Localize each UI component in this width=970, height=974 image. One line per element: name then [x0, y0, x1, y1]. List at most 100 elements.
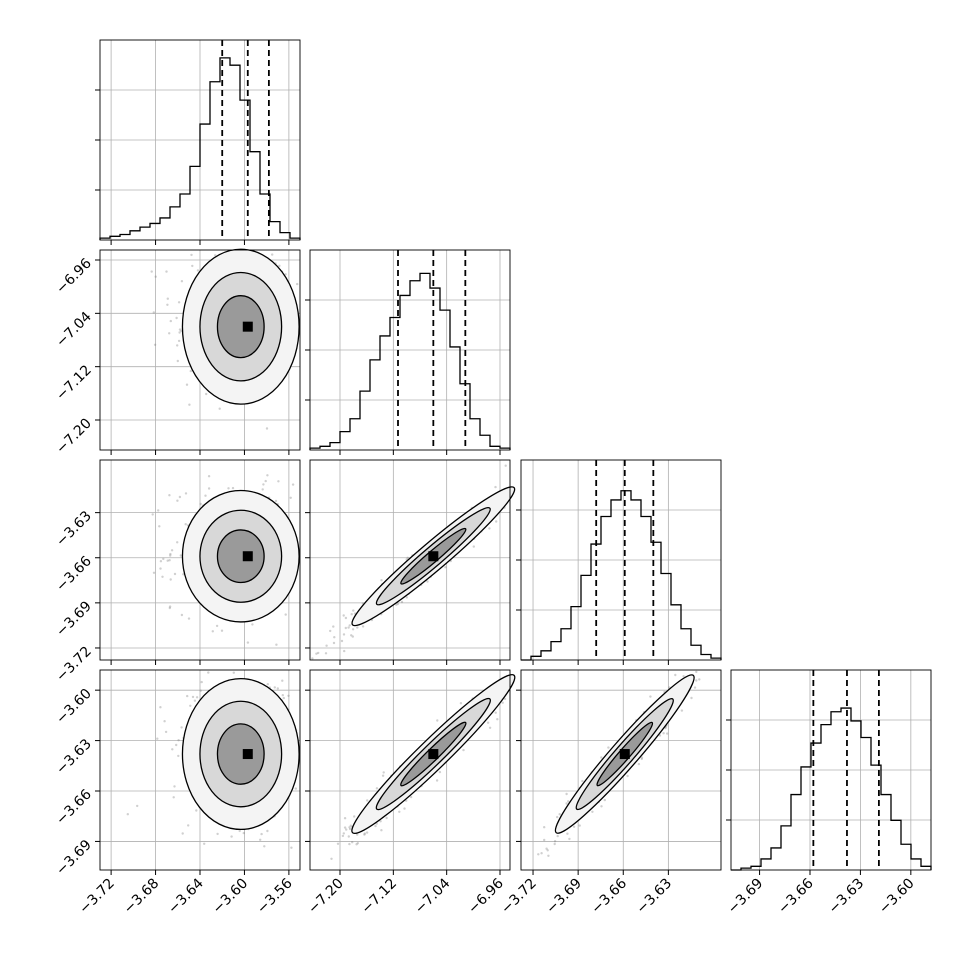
sample-point	[170, 549, 174, 552]
sample-point	[265, 427, 269, 430]
sample-point	[246, 641, 250, 644]
sample-point	[649, 695, 652, 698]
y-tick-label-1: −7.20	[53, 416, 95, 458]
panel-3-3	[726, 669, 932, 875]
sample-point	[231, 486, 235, 490]
histogram-3	[731, 707, 932, 871]
sample-point	[363, 833, 366, 836]
sample-point	[315, 652, 318, 655]
sample-point	[385, 816, 388, 820]
sample-point	[187, 824, 190, 827]
sample-point	[199, 689, 202, 692]
sample-point	[488, 726, 492, 729]
sample-point	[503, 697, 507, 701]
sample-point	[556, 834, 559, 838]
panel-0-0	[95, 39, 301, 245]
sample-point	[545, 847, 548, 850]
sample-point	[218, 407, 221, 410]
sample-point	[698, 678, 701, 681]
sample-point	[366, 799, 369, 802]
sample-point	[204, 494, 207, 497]
y-tick-label-3: −3.63	[53, 736, 95, 778]
y-tick-label-2: −3.63	[53, 508, 95, 550]
sample-point	[161, 575, 164, 578]
sample-point	[191, 264, 194, 268]
y-tick-label-3: −3.60	[53, 686, 95, 728]
sample-point	[195, 696, 199, 699]
sample-point	[168, 606, 171, 610]
sample-point	[275, 643, 278, 646]
sample-point	[695, 679, 698, 682]
sample-point	[356, 842, 359, 845]
sample-point	[189, 369, 192, 373]
sample-point	[193, 699, 197, 702]
sample-point	[398, 810, 401, 813]
panel-3-0	[95, 669, 301, 875]
sample-point	[207, 671, 210, 674]
histogram-2	[521, 490, 722, 661]
sample-point	[266, 474, 269, 477]
panel-frame	[309, 459, 511, 661]
sample-point	[352, 609, 355, 612]
sample-point	[543, 826, 546, 829]
x-tick-label-2: −3.72	[498, 876, 540, 918]
sample-point	[205, 392, 208, 396]
sample-point	[406, 556, 409, 559]
sample-point	[379, 820, 382, 823]
sample-point	[176, 541, 179, 544]
sample-point	[169, 578, 172, 581]
density-peak	[242, 321, 253, 332]
sample-point	[216, 832, 219, 836]
sample-point	[332, 641, 336, 645]
y-tick-label-2: −3.72	[53, 643, 95, 685]
sample-point	[166, 297, 169, 300]
sample-point	[154, 275, 157, 278]
sample-point	[159, 567, 162, 570]
sample-point	[356, 626, 359, 629]
panel-1-1	[305, 249, 511, 455]
sample-point	[693, 686, 697, 689]
sample-point	[501, 701, 504, 704]
sample-point	[282, 696, 285, 700]
sample-point	[271, 253, 274, 256]
sample-point	[395, 603, 398, 606]
x-tick-label-1: −7.20	[305, 876, 347, 918]
sample-point	[189, 704, 192, 707]
sample-point	[176, 499, 179, 502]
panel-3-1	[305, 669, 516, 875]
sample-point	[343, 826, 347, 829]
sample-point	[344, 626, 347, 630]
sample-point	[344, 616, 348, 620]
density-peak	[242, 551, 253, 562]
sample-point	[278, 264, 281, 267]
sample-point	[345, 828, 348, 831]
sample-point	[203, 842, 206, 845]
y-tick-label-2: −3.66	[53, 553, 95, 595]
sample-point	[207, 475, 211, 478]
sample-point	[177, 339, 181, 343]
y-tick-label-1: −6.96	[53, 255, 95, 297]
sample-point	[251, 623, 254, 626]
sample-point	[196, 269, 200, 272]
sample-point	[184, 492, 188, 495]
sample-point	[341, 834, 345, 838]
sample-point	[543, 838, 546, 842]
sample-point	[151, 513, 154, 516]
x-tick-label-3: −3.66	[775, 875, 817, 917]
sample-point	[403, 807, 406, 810]
y-tick-label-1: −7.04	[53, 309, 95, 351]
sample-point	[637, 762, 641, 766]
panel-2-0	[95, 459, 301, 665]
sample-point	[495, 520, 498, 523]
contour-level-2	[216, 529, 265, 584]
sample-point	[156, 737, 159, 740]
sample-point	[494, 485, 497, 489]
sample-point	[211, 630, 214, 633]
sample-point	[343, 817, 347, 820]
sample-point	[188, 403, 191, 406]
x-tick-label-2: −3.63	[634, 876, 676, 918]
sample-point	[361, 625, 365, 628]
sample-point	[444, 566, 447, 569]
sample-point	[168, 605, 172, 608]
sample-point	[426, 580, 429, 583]
